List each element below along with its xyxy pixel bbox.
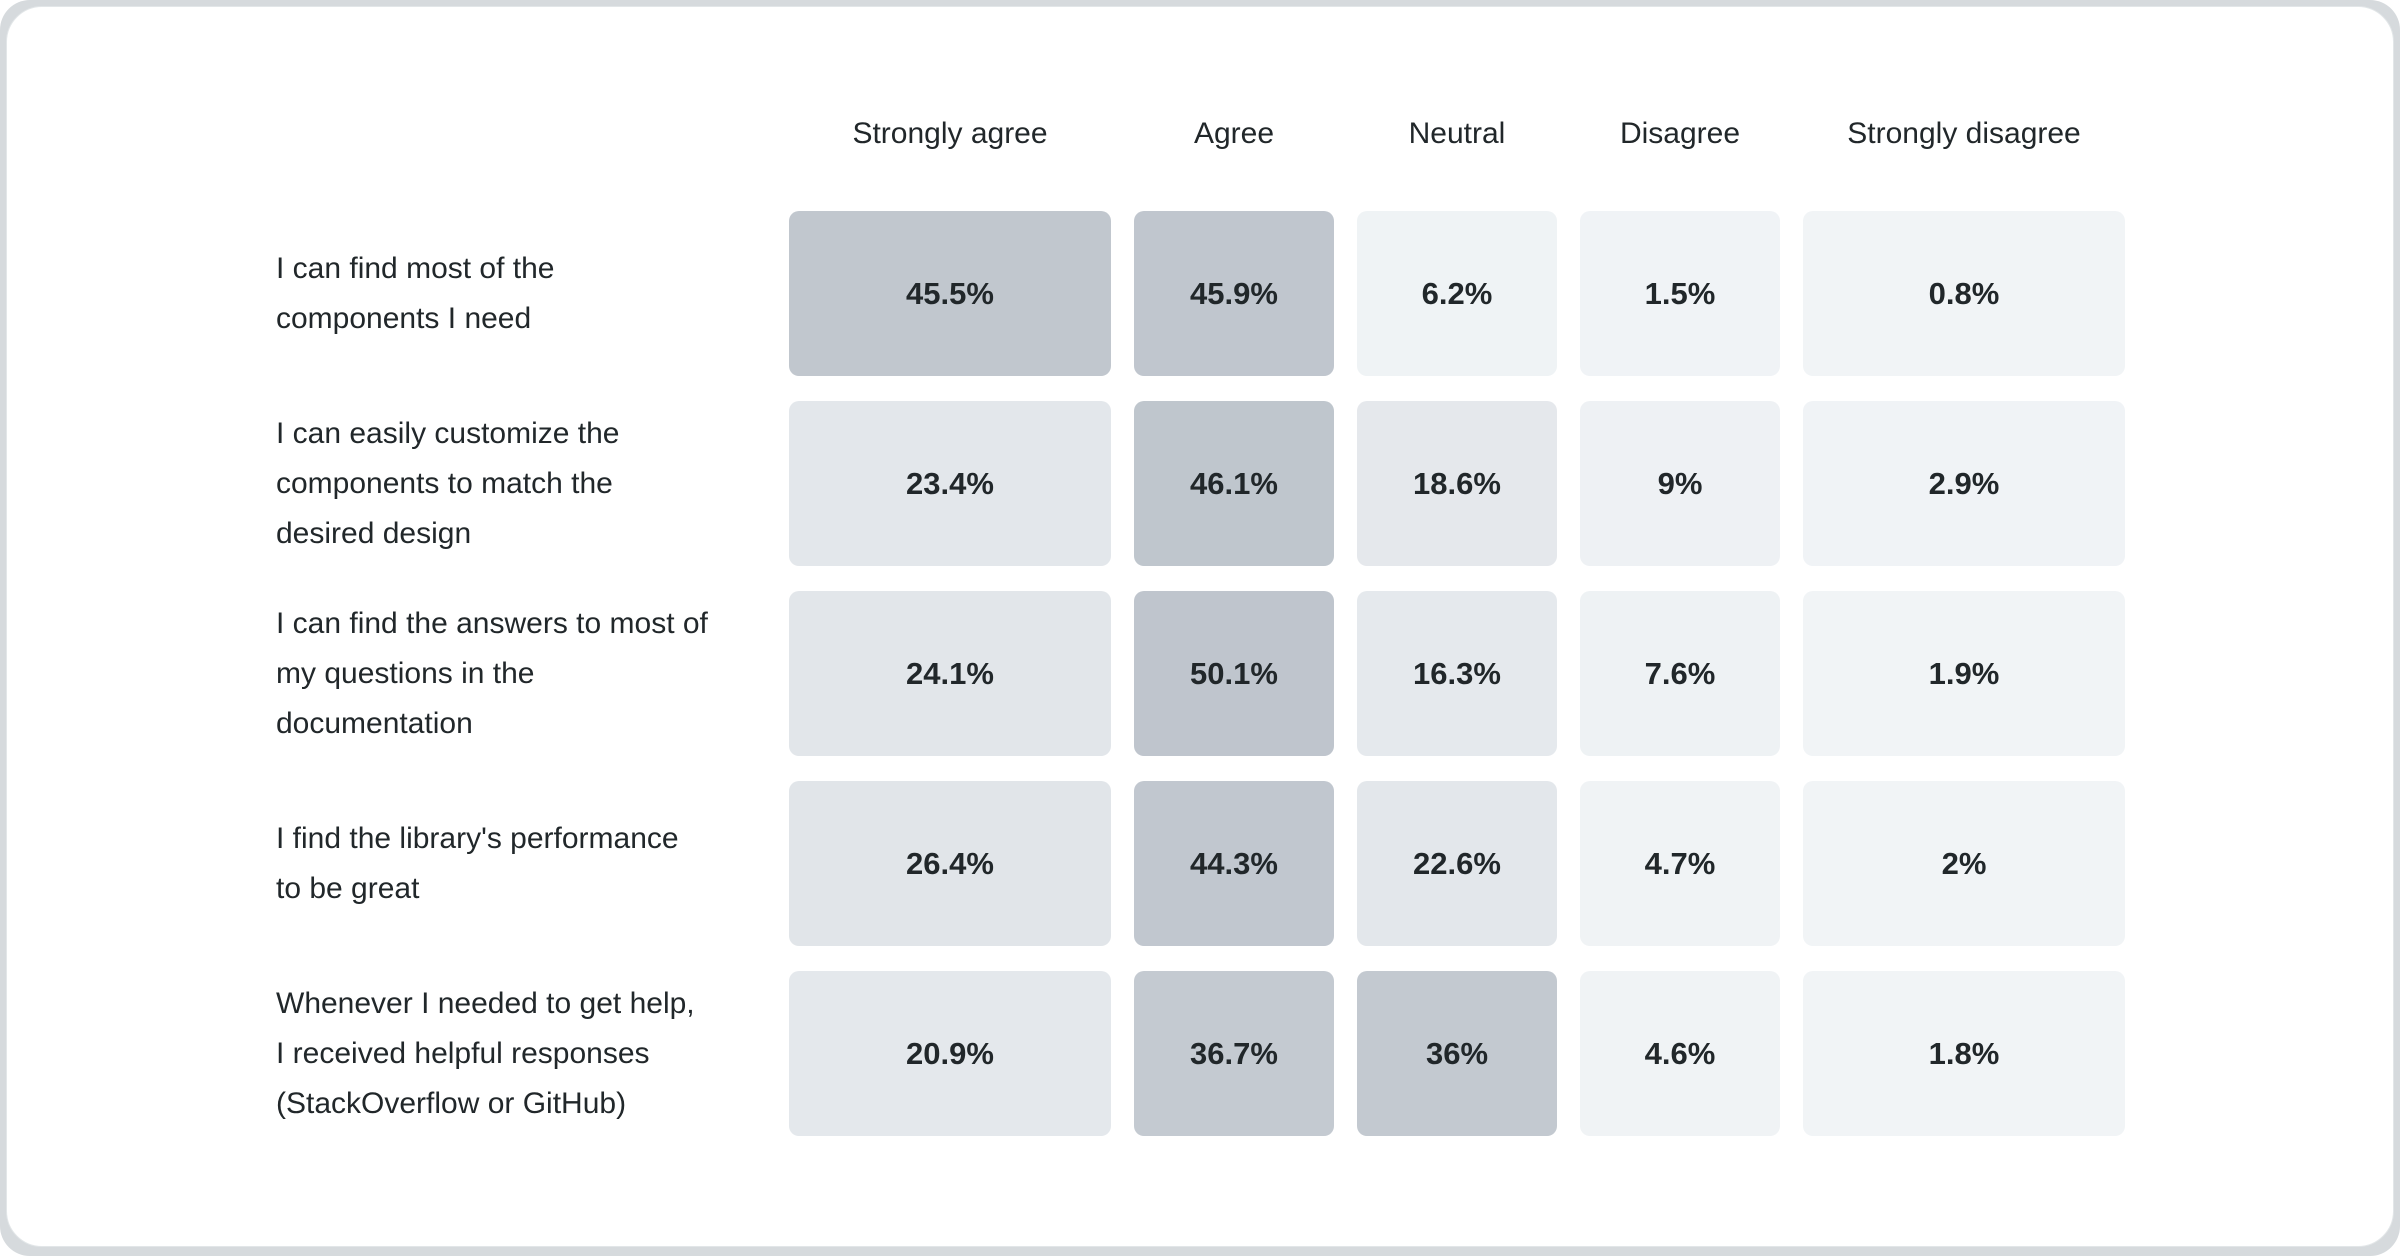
heatmap-cell: 46.1% — [1134, 401, 1334, 566]
heatmap-cell: 45.9% — [1134, 211, 1334, 376]
heatmap-cell: 0.8% — [1803, 211, 2125, 376]
heatmap-cell: 1.5% — [1580, 211, 1780, 376]
row-label-text: I find the library's performance to be g… — [276, 821, 679, 905]
column-header-strongly-disagree: Strongly disagree — [1847, 117, 2081, 150]
heatmap-cell: 2.9% — [1803, 401, 2125, 566]
heatmap-cell: 4.7% — [1580, 781, 1780, 946]
heatmap-cell: 36% — [1357, 971, 1557, 1136]
heatmap-cell: 7.6% — [1580, 591, 1780, 756]
survey-results-card: Strongly agree Agree Neutral Disagree St… — [6, 6, 2394, 1247]
table-corner-spacer — [276, 82, 766, 186]
row-label-text: Whenever I needed to get help, I receive… — [276, 986, 695, 1120]
likert-heatmap-table: Strongly agree Agree Neutral Disagree St… — [276, 82, 2125, 1136]
row-label: I can easily customize the components to… — [276, 401, 766, 566]
column-header-disagree: Disagree — [1619, 117, 1741, 150]
heatmap-cell: 24.1% — [789, 591, 1111, 756]
heatmap-cell: 36.7% — [1134, 971, 1334, 1136]
column-header-neutral: Neutral — [1408, 117, 1506, 150]
heatmap-cell: 44.3% — [1134, 781, 1334, 946]
heatmap-cell: 26.4% — [789, 781, 1111, 946]
row-label-text: I can find the answers to most of my que… — [276, 606, 708, 740]
heatmap-cell: 23.4% — [789, 401, 1111, 566]
row-label: I find the library's performance to be g… — [276, 781, 766, 946]
heatmap-cell: 20.9% — [789, 971, 1111, 1136]
heatmap-cell: 16.3% — [1357, 591, 1557, 756]
row-label: Whenever I needed to get help, I receive… — [276, 971, 766, 1136]
heatmap-cell: 50.1% — [1134, 591, 1334, 756]
heatmap-cell: 2% — [1803, 781, 2125, 946]
heatmap-cell: 22.6% — [1357, 781, 1557, 946]
heatmap-cell: 1.8% — [1803, 971, 2125, 1136]
heatmap-cell: 9% — [1580, 401, 1780, 566]
row-label-text: I can find most of the components I need — [276, 251, 555, 335]
heatmap-cell: 1.9% — [1803, 591, 2125, 756]
heatmap-cell: 4.6% — [1580, 971, 1780, 1136]
heatmap-cell: 18.6% — [1357, 401, 1557, 566]
heatmap-cell: 45.5% — [789, 211, 1111, 376]
column-header-strongly-agree: Strongly agree — [852, 117, 1048, 150]
row-label: I can find the answers to most of my que… — [276, 591, 766, 756]
row-label: I can find most of the components I need — [276, 211, 766, 376]
column-header-agree: Agree — [1193, 117, 1275, 150]
heatmap-cell: 6.2% — [1357, 211, 1557, 376]
row-label-text: I can easily customize the components to… — [276, 416, 620, 550]
